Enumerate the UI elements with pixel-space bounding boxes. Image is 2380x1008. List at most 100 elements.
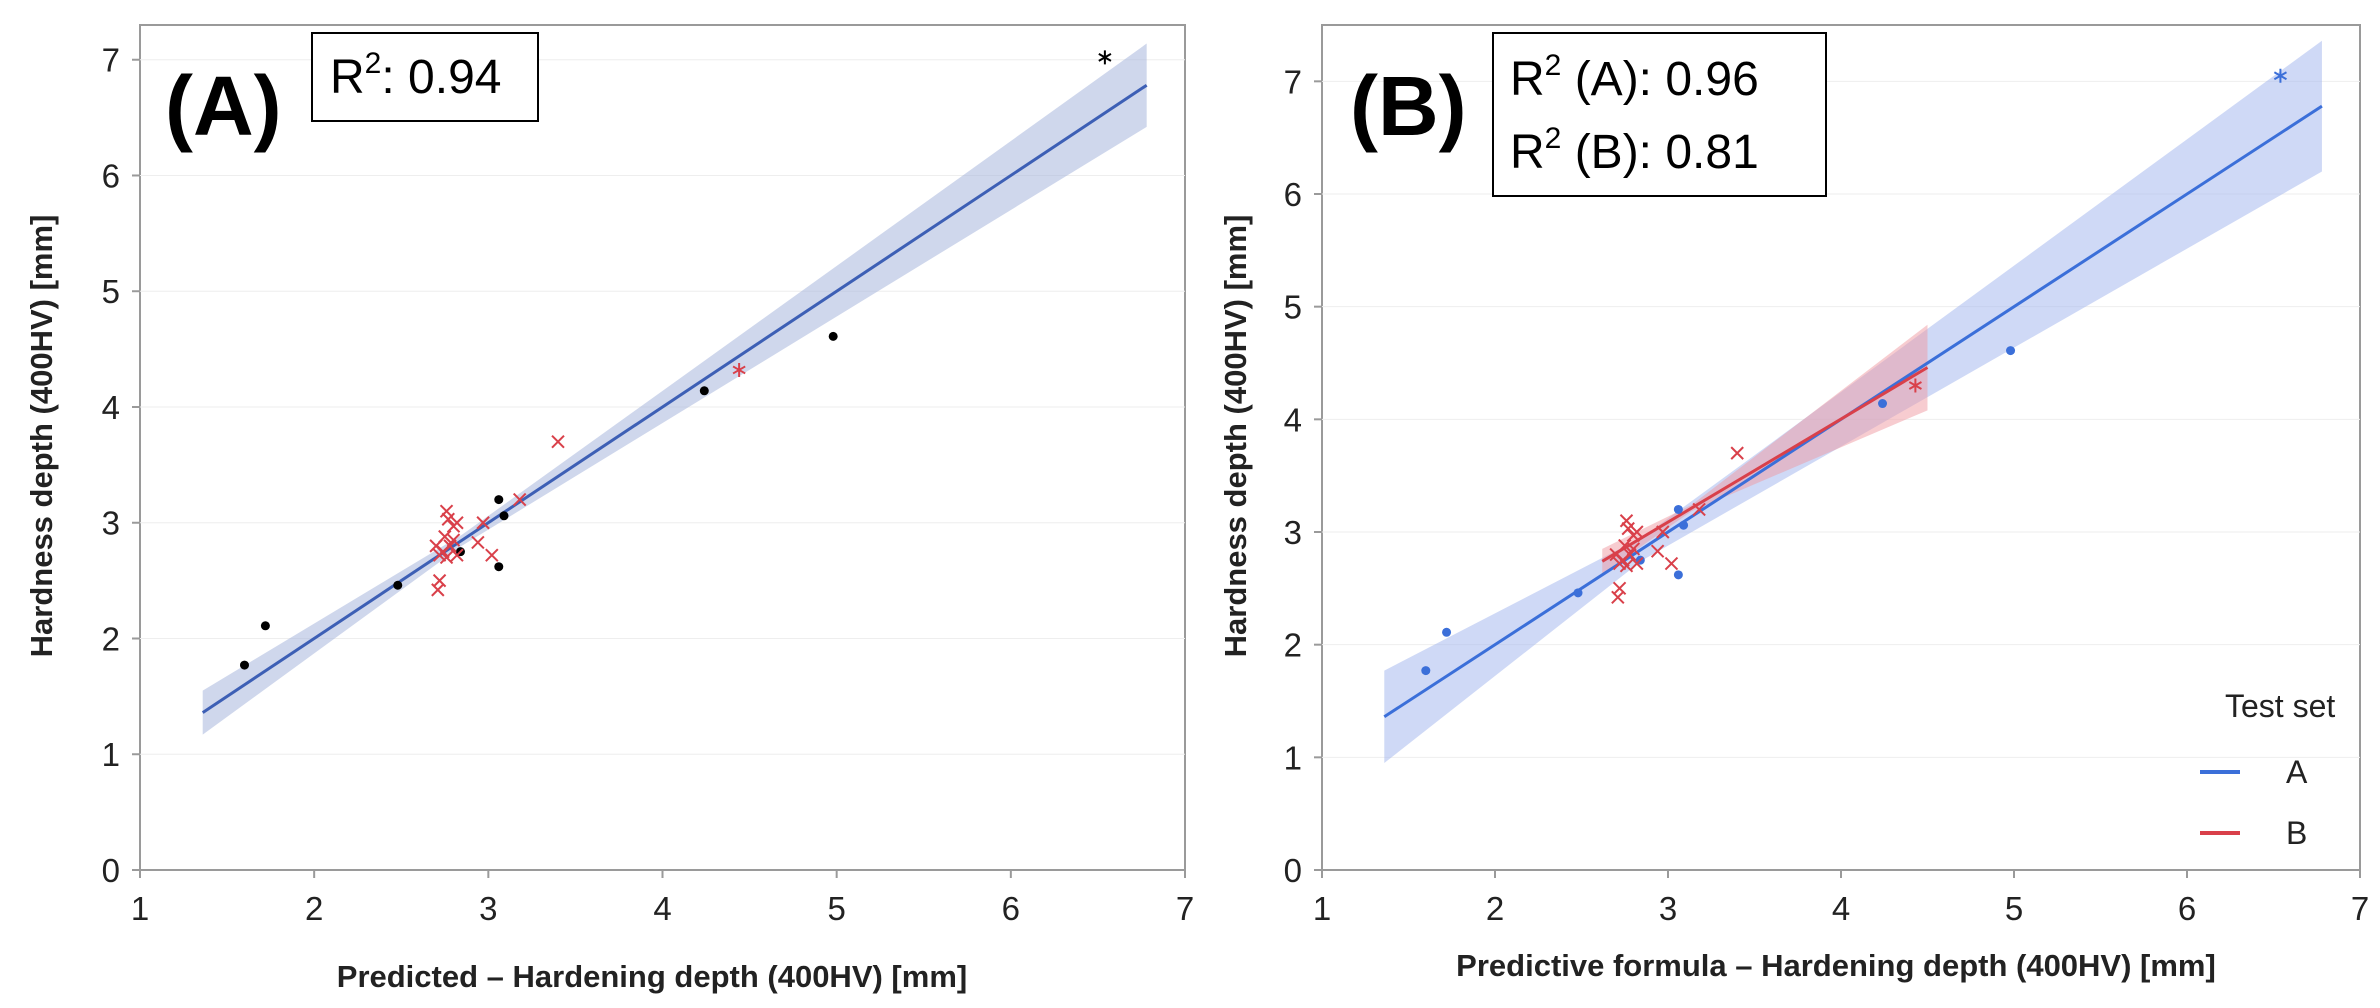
panel-a-y-ticks: 0 1 2 3 4 5 6 7	[102, 42, 140, 889]
data-point-cross	[450, 516, 464, 530]
panel-a-label: (A)	[165, 59, 282, 153]
x-tick-label: 7	[2351, 890, 2369, 927]
confidence-band-fit	[202, 43, 1147, 735]
data-point-cross	[446, 533, 461, 547]
data-point-cross	[1730, 446, 1744, 460]
data-point-dot	[1421, 666, 1431, 676]
y-tick-label: 5	[1284, 289, 1302, 326]
y-tick-label: 6	[102, 157, 120, 194]
r2-prefix: R	[1510, 53, 1545, 106]
y-tick-label: 7	[1284, 63, 1302, 100]
data-point-dot	[1573, 588, 1583, 598]
r2-superscript: 2	[365, 47, 382, 80]
data-point-star	[732, 362, 746, 377]
legend-label-b: B	[2286, 815, 2307, 851]
data-point-dot	[494, 495, 504, 505]
x-tick-label: 5	[2005, 890, 2023, 927]
data-point-star	[1098, 50, 1112, 65]
panel-a-y-axis-title: Hardness depth (400HV) [mm]	[24, 215, 59, 658]
panel-b-y-axis-title: Hardness depth (400HV) [mm]	[1218, 215, 1253, 658]
y-tick-label: 0	[102, 852, 120, 889]
panel-a-fit-lines	[201, 83, 1148, 714]
data-point-dot	[260, 621, 270, 631]
r2-prefix: R	[1510, 126, 1545, 179]
data-point-dot	[1673, 570, 1683, 580]
data-point-cross	[512, 492, 527, 507]
r2-superscript: 2	[1545, 49, 1562, 82]
data-point-cross	[1664, 556, 1679, 571]
data-point-cross	[1619, 559, 1634, 573]
data-point-dot	[1442, 627, 1452, 637]
data-point-cross	[1621, 521, 1635, 536]
data-point-star	[2273, 68, 2287, 83]
legend: Test set A B	[2200, 688, 2335, 851]
data-point-cross	[471, 535, 485, 550]
y-tick-label: 3	[102, 505, 120, 542]
fit-line-fit	[201, 83, 1148, 714]
x-tick-label: 1	[1313, 890, 1331, 927]
panel-a-x-ticks: 1 2 3 4 5 6 7	[131, 870, 1194, 927]
data-point-dot	[699, 386, 709, 396]
data-point-dot	[828, 331, 838, 341]
data-point-dot	[1878, 399, 1888, 409]
panel-a-confidence-bands	[202, 43, 1147, 735]
panel-b-r2-line-b: R2 (B): 0.81	[1510, 122, 1759, 179]
y-tick-label: 4	[1284, 401, 1302, 438]
legend-label-a: A	[2286, 754, 2308, 790]
panel-b-r2-box	[1492, 32, 1827, 197]
x-tick-label: 6	[2178, 890, 2196, 927]
data-point-cross	[1630, 556, 1644, 571]
data-point-cross	[476, 516, 490, 530]
r2-superscript: 2	[1545, 122, 1562, 155]
fit-line-b	[1601, 366, 1929, 563]
r2-prefix: R	[330, 51, 365, 104]
panel-a-r2-box	[311, 32, 539, 122]
data-point-star	[1908, 378, 1922, 393]
data-point-cross	[1618, 538, 1632, 553]
y-tick-label: 5	[102, 273, 120, 310]
data-point-dot	[2006, 346, 2016, 356]
x-tick-label: 7	[1176, 890, 1194, 927]
panel-b-y-ticks: 0 1 2 3 4 5 6 7	[1284, 63, 1322, 889]
data-point-cross	[1650, 544, 1665, 558]
panel-b-x-ticks: 1 2 3 4 5 6 7	[1313, 870, 2369, 927]
data-point-cross	[1692, 502, 1706, 517]
panel-b-label: (B)	[1350, 59, 1467, 153]
panel-a-r2-text: R2: 0.94	[330, 47, 501, 104]
panel-b-r2-line-a: R2 (A): 0.96	[1510, 49, 1759, 106]
x-tick-label: 6	[1002, 890, 1020, 927]
r2-value: (A): 0.96	[1561, 53, 1758, 106]
x-tick-label: 4	[653, 890, 671, 927]
x-tick-label: 2	[1486, 890, 1504, 927]
data-point-cross	[1619, 514, 1634, 528]
x-tick-label: 1	[131, 890, 149, 927]
panel-a-points	[240, 50, 1112, 670]
panel-a-x-axis-title: Predicted – Hardening depth (400HV) [mm]	[337, 959, 967, 994]
x-tick-label: 2	[305, 890, 323, 927]
x-tick-label: 3	[1659, 890, 1677, 927]
panel-b-x-axis-title: Predictive formula – Hardening depth (40…	[1456, 948, 2216, 983]
data-point-cross	[1630, 525, 1644, 539]
data-point-cross	[438, 529, 452, 544]
data-point-cross	[1656, 525, 1670, 539]
data-point-cross	[485, 548, 499, 562]
confidence-band-b	[1602, 324, 1928, 574]
data-point-cross	[450, 548, 464, 562]
y-tick-label: 1	[102, 736, 120, 773]
data-point-cross	[431, 583, 445, 597]
data-point-dot	[240, 660, 249, 670]
x-tick-label: 4	[1832, 890, 1850, 927]
y-tick-label: 2	[1284, 627, 1302, 664]
y-tick-label: 7	[102, 42, 120, 79]
data-point-cross	[441, 512, 455, 526]
data-point-dot	[1673, 504, 1683, 514]
data-point-cross	[551, 435, 565, 449]
y-tick-label: 4	[102, 389, 120, 426]
data-point-dot	[393, 580, 403, 590]
x-tick-label: 5	[827, 890, 845, 927]
data-point-cross	[1611, 590, 1625, 605]
y-tick-label: 6	[1284, 176, 1302, 213]
data-point-cross	[439, 504, 454, 518]
